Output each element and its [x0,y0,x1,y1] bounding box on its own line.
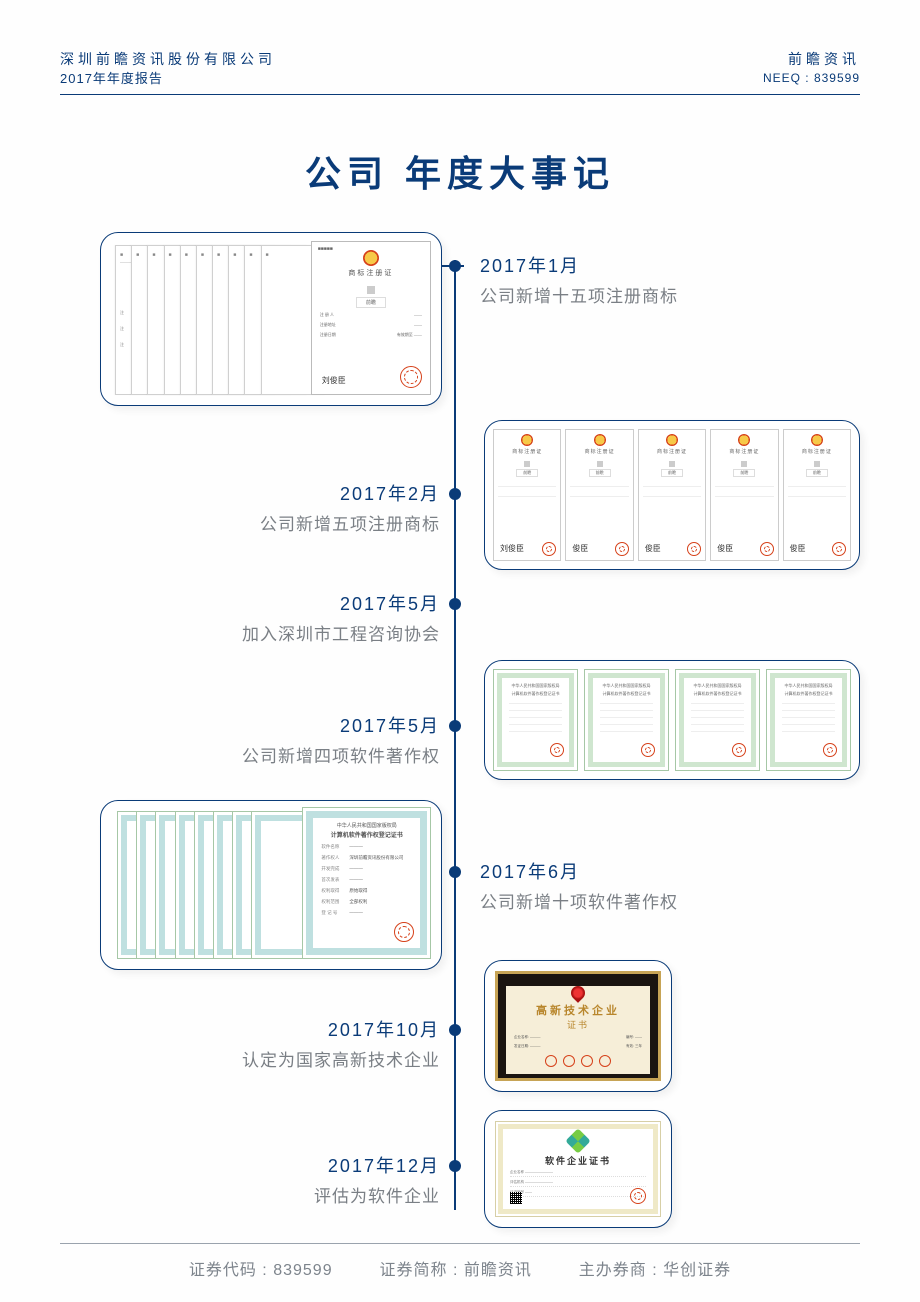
cert-box-trademarks-5: 商标注册证前瞻刘俊臣 商标注册证前瞻俊臣 商标注册证前瞻俊臣 商标注册证前瞻俊臣… [484,420,860,570]
timeline-dot [449,598,461,610]
plaque-title: 高新技术企业 [506,1002,650,1018]
event-desc: 公司新增四项软件著作权 [60,742,440,767]
event-desc: 认定为国家高新技术企业 [60,1046,440,1071]
qr-icon [510,1192,522,1204]
footer-sponsor-label: 主办券商 : [579,1262,658,1279]
timeline-dot [449,488,461,500]
brand-name: 前瞻资讯 [763,50,860,70]
flame-icon [568,983,588,1003]
cert-box-copyright-4: 中华人民共和国国家版权局计算机软件著作权登记证书 中华人民共和国国家版权局计算机… [484,660,860,780]
page-header: 深圳前瞻资讯股份有限公司 2017年年度报告 前瞻资讯 NEEQ : 83959… [60,50,860,95]
timeline-dot [449,720,461,732]
cert-box-hitech: 高新技术企业 证书 企业名称: ———编号: —— 发证日期: ———有效: 三… [484,960,672,1092]
timeline-axis [454,260,456,1210]
footer-code-label: 证券代码 : [189,1262,268,1279]
event-text: 2017年12月 评估为软件企业 [60,1152,440,1207]
timeline-connector [442,265,464,267]
cert-box-trademarks-15: ■注注注 ■ ■ ■ ■ ■ ■ ■ ■ ■ ■■■■■ 商标注册证 前瞻 注 … [100,232,442,406]
emblem-icon [363,250,379,266]
event-date: 2017年2月 [60,480,440,506]
footer-short-value: 前瞻资讯 [464,1262,532,1279]
cert-header: 商标注册证 [312,268,430,278]
event-date: 2017年5月 [60,712,440,738]
neeq-code: NEEQ : 839599 [763,70,860,87]
ssia-logo-icon [565,1128,590,1153]
footer-sponsor-value: 华创证券 [663,1262,731,1279]
header-left: 深圳前瞻资讯股份有限公司 2017年年度报告 [60,50,276,88]
timeline-dot [449,866,461,878]
event-desc: 公司新增十五项注册商标 [480,282,860,307]
footer-code-value: 839599 [273,1262,332,1279]
timeline-dot [449,1024,461,1036]
event-text: 2017年5月 公司新增四项软件著作权 [60,712,440,767]
event-date: 2017年1月 [480,252,860,278]
seal-icon [400,366,422,388]
event-date: 2017年5月 [60,590,440,616]
cert-box-copyright-10: 中华人民共和国国家版权局 计算机软件著作权登记证书 软件名称——— 著作权人深圳… [100,800,442,970]
footer-short-label: 证券简称 : [380,1262,459,1279]
event-date: 2017年6月 [480,858,860,884]
cert-title: 软件企业证书 [506,1154,650,1167]
event-text: 2017年6月 公司新增十项软件著作权 [480,858,860,913]
header-right: 前瞻资讯 NEEQ : 839599 [763,50,860,88]
report-year: 2017年年度报告 [60,70,276,88]
event-date: 2017年10月 [60,1016,440,1042]
event-desc: 评估为软件企业 [60,1182,440,1207]
cert-box-software-enterprise: 软件企业证书 企业名称 ———————— 评估机构 ———————— 证书编号 … [484,1110,672,1228]
timeline-dot [449,1160,461,1172]
event-desc: 公司新增十项软件著作权 [480,888,860,913]
event-text: 2017年5月 加入深圳市工程咨询协会 [60,590,440,645]
event-text: 2017年1月 公司新增十五项注册商标 [480,252,860,307]
signature: 刘俊臣 [322,375,346,386]
event-desc: 加入深圳市工程咨询协会 [60,620,440,645]
event-desc: 公司新增五项注册商标 [60,510,440,535]
cert-front-copyright: 中华人民共和国国家版权局 计算机软件著作权登记证书 软件名称——— 著作权人深圳… [302,807,431,959]
company-name: 深圳前瞻资讯股份有限公司 [60,50,276,70]
event-text: 2017年2月 公司新增五项注册商标 [60,480,440,535]
page-footer: 证券代码 : 839599 证券简称 : 前瞻资讯 主办券商 : 华创证券 [60,1243,860,1280]
event-text: 2017年10月 认定为国家高新技术企业 [60,1016,440,1071]
cert-front-trademark: ■■■■■ 商标注册证 前瞻 注 册 人—— 注册地址—— 注册日期有效期至 —… [311,241,431,395]
page-title: 公司 年度大事记 [0,145,920,197]
event-date: 2017年12月 [60,1152,440,1178]
